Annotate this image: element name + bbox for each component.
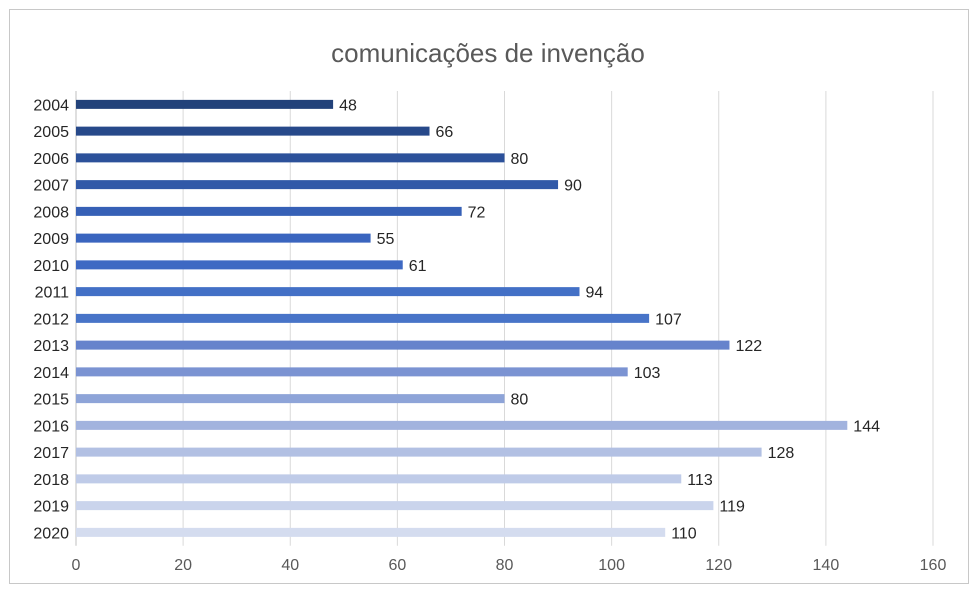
y-tick-label-2018: 2018	[33, 472, 69, 489]
y-tick-label-2015: 2015	[33, 392, 69, 409]
data-label-2014: 103	[634, 365, 661, 382]
data-labels: 48 66 80 90 72 55 61 94 107 122 103 80 144 128 113 119 1…	[339, 97, 880, 542]
y-tick-label-2013: 2013	[33, 338, 69, 355]
bar-2004	[76, 99, 334, 109]
data-label-2015: 80	[511, 392, 529, 409]
data-label-2011: 94	[585, 285, 603, 302]
bar-2006	[76, 153, 505, 163]
data-label-2005: 66	[436, 124, 454, 141]
bar-2014	[76, 367, 628, 377]
bar-2015	[76, 394, 505, 404]
chart-canvas: comunicações de invenção 48 66 80 90 72 55 61 9…	[33, 38, 947, 574]
x-tick-label: 100	[598, 557, 625, 574]
data-label-2017: 128	[768, 445, 795, 462]
y-tick-label-2010: 2010	[33, 258, 69, 275]
data-label-2016: 144	[853, 418, 880, 435]
data-label-2020: 110	[671, 525, 697, 542]
y-tick-label-2004: 2004	[33, 97, 69, 114]
chart-title: comunicações de invenção	[331, 38, 645, 68]
data-label-2007: 90	[564, 178, 582, 195]
x-tick-label: 120	[705, 557, 732, 574]
x-tick-label: 60	[388, 557, 406, 574]
y-tick-label-2012: 2012	[33, 311, 69, 328]
y-tick-label-2019: 2019	[33, 499, 69, 516]
y-tick-label-2016: 2016	[33, 418, 69, 435]
bar-2019	[76, 501, 714, 511]
y-tick-label-2011: 2011	[35, 285, 70, 302]
data-label-2012: 107	[655, 311, 682, 328]
data-label-2004: 48	[339, 97, 357, 114]
y-tick-label-2007: 2007	[33, 178, 69, 195]
data-label-2006: 80	[511, 151, 529, 168]
y-tick-label-2014: 2014	[33, 365, 69, 382]
bar-2007	[76, 180, 559, 190]
y-tick-label-2020: 2020	[33, 525, 69, 542]
data-label-2019: 119	[719, 499, 745, 516]
y-tick-label-2008: 2008	[33, 204, 69, 221]
y-axis-labels: 2004 2005 2006 2007 2008 2009 2010 2011 2012 2013…	[33, 97, 69, 542]
bar-2017	[76, 447, 762, 457]
bar-2016	[76, 420, 848, 430]
x-tick-label: 140	[813, 557, 840, 574]
bar-2011	[76, 287, 580, 297]
bar-2018	[76, 474, 682, 484]
x-tick-label: 0	[72, 557, 81, 574]
bar-2009	[76, 233, 371, 243]
data-label-2018: 113	[687, 472, 713, 489]
x-tick-label: 20	[174, 557, 192, 574]
bar-2008	[76, 206, 462, 216]
y-tick-label-2005: 2005	[33, 124, 69, 141]
bars	[76, 99, 848, 537]
data-label-2009: 55	[377, 231, 395, 248]
bar-2013	[76, 340, 730, 350]
data-label-2010: 61	[409, 258, 427, 275]
bar-2020	[76, 527, 666, 537]
y-tick-label-2006: 2006	[33, 151, 69, 168]
bar-2010	[76, 260, 403, 270]
data-label-2013: 122	[735, 338, 762, 355]
bar-2005	[76, 126, 430, 136]
x-axis-labels: 0 20 40 60 80 100 120 140 160	[72, 557, 947, 574]
bar-2012	[76, 313, 650, 323]
y-tick-label-2009: 2009	[33, 231, 69, 248]
x-tick-label: 80	[496, 557, 514, 574]
data-label-2008: 72	[468, 204, 486, 221]
y-tick-label-2017: 2017	[33, 445, 69, 462]
x-tick-label: 160	[920, 557, 947, 574]
x-tick-label: 40	[281, 557, 299, 574]
chart-frame: comunicações de invenção 48 66 80 90 72 55 61 9…	[9, 9, 969, 584]
